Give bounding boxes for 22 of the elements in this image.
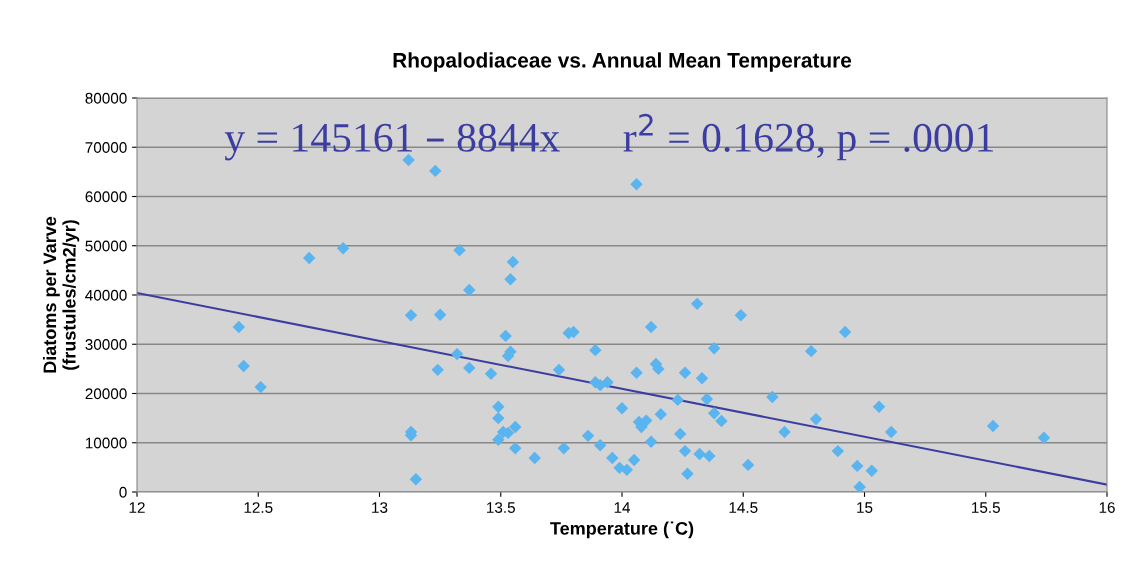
x-tick-label: 14.5 [729, 502, 758, 513]
y-tick-label: 40000 [85, 289, 127, 301]
x-tick-label: 14 [614, 502, 631, 513]
y-tick-label: 70000 [85, 142, 127, 153]
x-tick-label: 16 [1099, 502, 1115, 513]
y-tick-label: 10000 [85, 437, 127, 449]
x-tick-label: 15.5 [972, 502, 1000, 513]
x-tick-label: 13.5 [487, 502, 515, 513]
y-axis-title: Diatoms per Varve (frustules/cm2/yr) [42, 216, 80, 373]
y-tick-label: 30000 [85, 339, 127, 350]
y-tick-label: 0 [119, 486, 127, 498]
x-axis-title: Temperature (˙C) [550, 521, 694, 539]
y-tick-label: 50000 [85, 240, 127, 252]
x-tick-label: 12 [129, 502, 145, 513]
x-tick-label: 15 [857, 502, 873, 513]
annotation: y = 145161 – 8844x r$^{2}$ = 0.1628, p = .0001 [224, 113, 993, 161]
y-tick-label: 20000 [85, 388, 127, 400]
y-tick-label: 80000 [85, 92, 127, 104]
x-tick-label: 13 [372, 502, 388, 513]
y-tick-label: 60000 [85, 191, 127, 203]
chart-title: Rhopalodiaceae vs. Annual Mean Temperature [393, 52, 852, 72]
x-tick-label: 12.5 [244, 502, 273, 513]
